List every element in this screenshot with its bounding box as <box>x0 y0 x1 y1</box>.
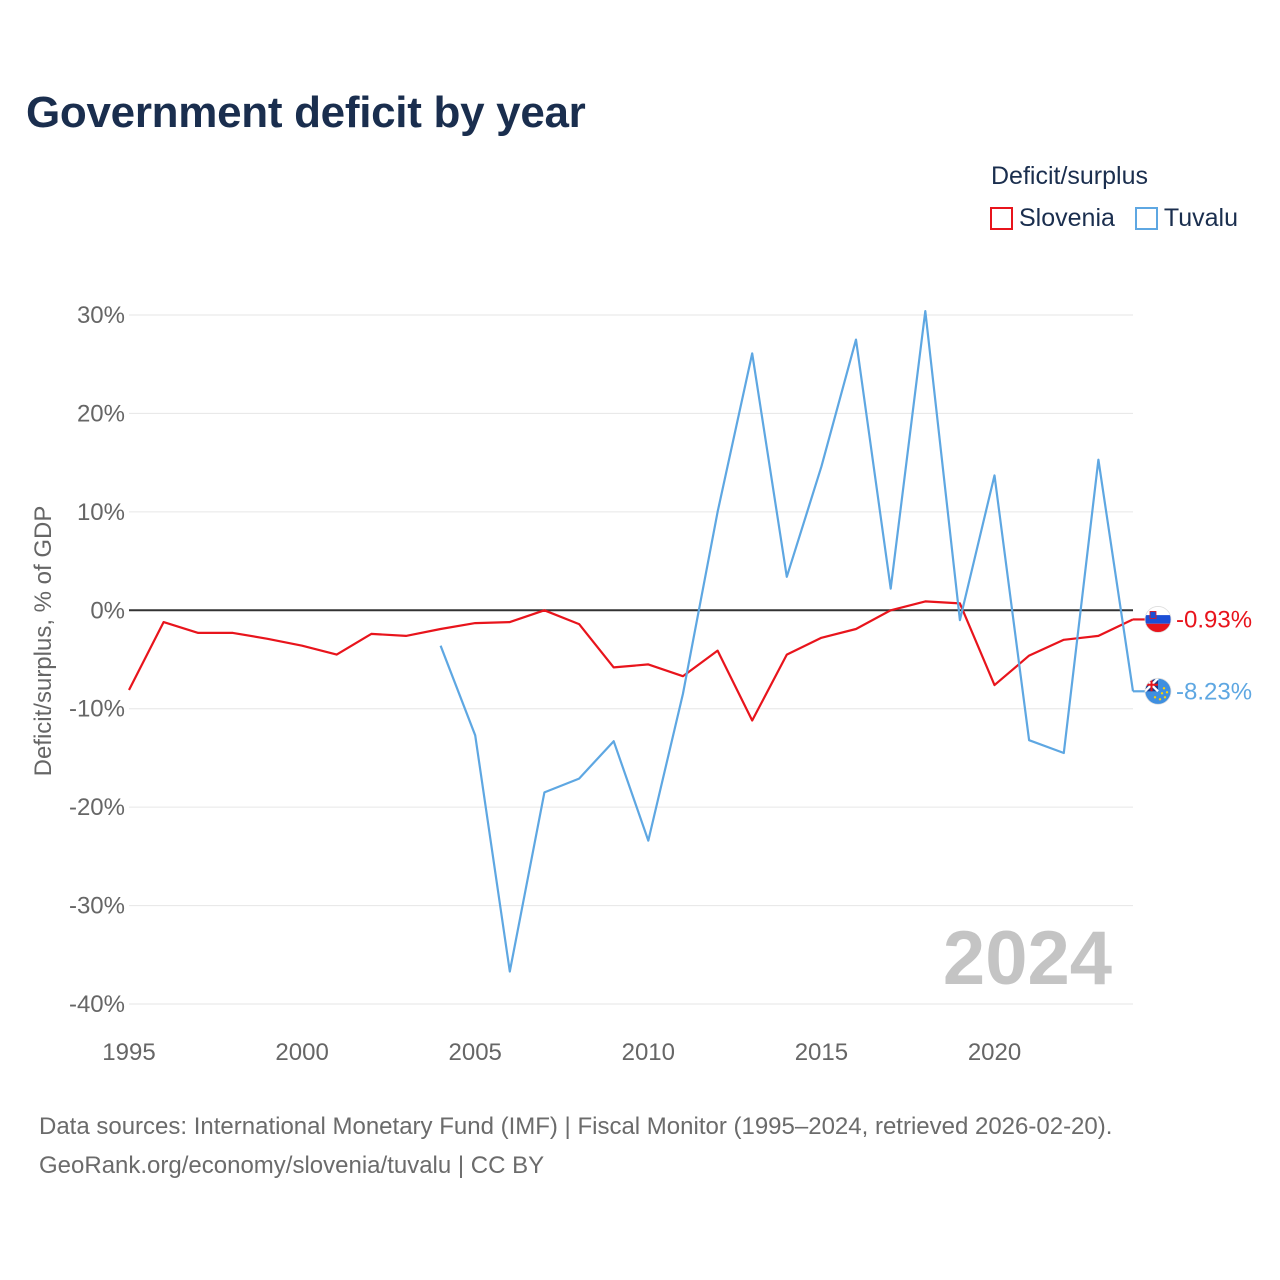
legend-item-slovenia[interactable]: Slovenia <box>990 204 1115 233</box>
y-axis-title: Deficit/surplus, % of GDP <box>30 506 57 777</box>
y-tick-label: -20% <box>69 794 125 821</box>
year-watermark: 2024 <box>943 916 1112 1001</box>
legend-item-tuvalu[interactable]: Tuvalu <box>1134 204 1239 233</box>
x-tick-label: 2015 <box>795 1039 848 1066</box>
chart-title: Government deficit by year <box>26 88 586 137</box>
footer: Data sources: International Monetary Fun… <box>39 1107 1112 1185</box>
x-tick-label: 1995 <box>102 1039 155 1066</box>
x-tick-label: 2005 <box>449 1039 502 1066</box>
y-tick-label: 10% <box>77 499 125 526</box>
footer-link[interactable]: GeoRank.org/economy/slovenia/tuvalu | CC… <box>39 1152 545 1179</box>
x-axis-tick-labels: 1995 2000 2005 2010 2015 2020 <box>102 1039 1021 1066</box>
y-tick-label: 30% <box>77 302 125 329</box>
y-tick-label: -10% <box>69 696 125 723</box>
y-tick-label: -40% <box>69 991 125 1018</box>
y-axis-tick-labels: 30% 20% 10% 0% -10% -20% -30% -40% <box>69 302 125 1018</box>
x-tick-label: 2000 <box>275 1039 328 1066</box>
series-lines <box>128 310 1135 973</box>
x-tick-label: 2010 <box>622 1039 675 1066</box>
legend-swatch-slovenia <box>990 207 1013 230</box>
legend: Slovenia Tuvalu <box>990 204 1258 233</box>
legend-label-tuvalu: Tuvalu <box>1163 204 1239 232</box>
y-tick-label: -30% <box>69 893 125 920</box>
end-label-tuvalu: -8.23% <box>1176 678 1252 705</box>
legend-label-slovenia: Slovenia <box>1019 204 1115 232</box>
legend-title: Deficit/surplus <box>991 162 1148 190</box>
footer-sources: Data sources: International Monetary Fun… <box>39 1113 1113 1140</box>
flag-icon-tuvalu <box>1144 677 1172 705</box>
y-tick-label: 20% <box>77 400 125 427</box>
series-line-slovenia <box>128 600 1134 722</box>
flag-icon-slovenia <box>1144 606 1172 633</box>
y-tick-label: 0% <box>90 597 125 624</box>
line-chart: 2024 30% 20% 10% 0% -10% -20% -30% -40% 1995 200… <box>30 302 1252 1066</box>
end-label-slovenia: -0.93% <box>1176 606 1252 633</box>
series-line-tuvalu <box>439 310 1135 973</box>
grid-lines <box>129 314 1133 1005</box>
x-tick-label: 2020 <box>968 1039 1021 1066</box>
end-markers: -0.93% -8.23% <box>1133 606 1252 705</box>
legend-swatch-tuvalu <box>1134 207 1158 230</box>
